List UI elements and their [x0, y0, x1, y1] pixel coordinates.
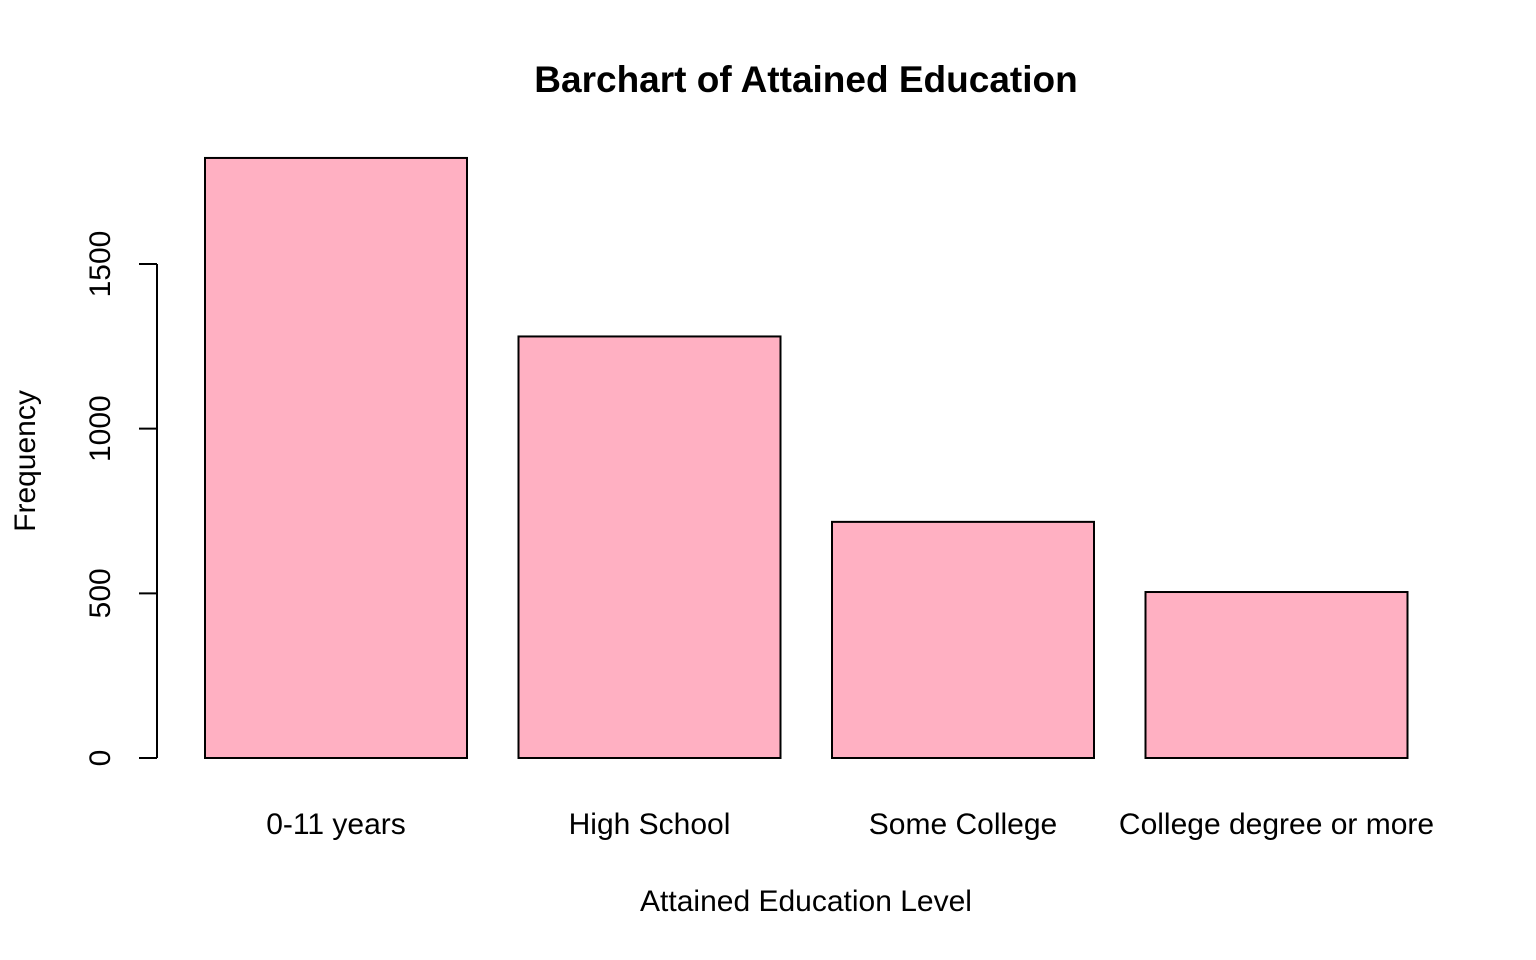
- x-tick-label: High School: [569, 808, 731, 841]
- x-tick-label: College degree or more: [1119, 808, 1434, 841]
- chart-title: Barchart of Attained Education: [534, 59, 1077, 100]
- y-axis-label: Frequency: [9, 390, 42, 532]
- bar: [1144, 591, 1409, 759]
- x-tick-labels: 0-11 years High School Some College College…: [266, 808, 1434, 841]
- y-tick-label: 0: [84, 750, 117, 767]
- bar: [831, 520, 1095, 759]
- x-tick-label: 0-11 years: [266, 808, 406, 841]
- x-axis-label: Attained Education Level: [640, 885, 972, 918]
- y-tick-label: 500: [84, 568, 117, 618]
- bar: [204, 156, 468, 760]
- x-tick-label: Some College: [869, 808, 1057, 841]
- y-tick-label: 1000: [84, 395, 117, 462]
- bars: [204, 156, 1409, 760]
- bar: [517, 335, 782, 759]
- y-axis: 0 500 1000 1500: [84, 231, 158, 767]
- y-tick-label: 1500: [84, 231, 117, 298]
